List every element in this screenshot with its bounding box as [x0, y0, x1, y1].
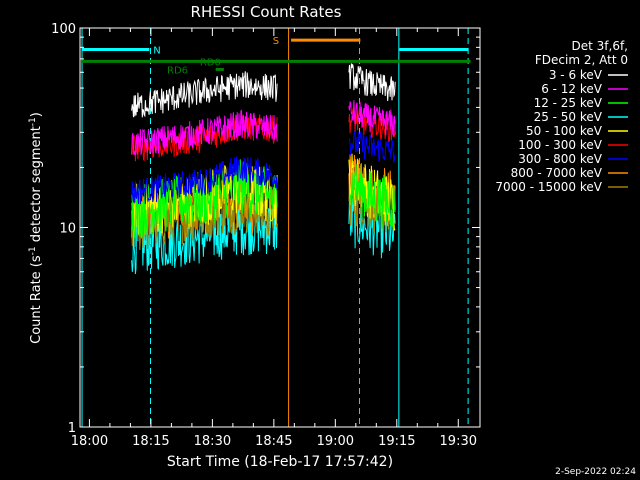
- date-stamp: 2-Sep-2022 02:24: [555, 467, 636, 477]
- series-line: [131, 156, 278, 205]
- flag-label: S: [273, 36, 279, 47]
- legend-header-line-1: Det 3f,6f,: [572, 39, 629, 53]
- series-line: [131, 159, 278, 240]
- legend-label: 12 - 25 keV: [534, 96, 603, 110]
- chart-title: RHESSI Count Rates: [191, 3, 342, 21]
- series-line: [348, 63, 396, 102]
- legend-label: 7000 - 15000 keV: [495, 180, 602, 194]
- y-axis: 1 10 100: [51, 22, 480, 436]
- y-tick-label: 100: [51, 22, 76, 37]
- legend-header-line-2: FDecim 2, Att 0: [535, 53, 628, 67]
- x-tick-label: 18:30: [194, 434, 231, 449]
- plot-area: N S RD0 RD6: [81, 28, 471, 427]
- flag-label: N: [153, 46, 160, 57]
- x-tick-label: 19:15: [378, 434, 415, 449]
- x-tick-label: 18:00: [71, 434, 108, 449]
- x-tick-label: 19:00: [317, 434, 354, 449]
- y-axis-label: Count Rate (s-1 detector segment-1): [28, 112, 44, 344]
- series-line: [348, 100, 396, 137]
- legend-label: 800 - 7000 keV: [511, 166, 603, 180]
- x-tick-label: 18:45: [255, 434, 292, 449]
- flag-label: RD0: [200, 57, 221, 68]
- legend-label: 3 - 6 keV: [549, 68, 603, 82]
- legend-label: 100 - 300 keV: [518, 138, 602, 152]
- x-tick-label: 19:30: [440, 434, 477, 449]
- series-line: [131, 71, 278, 118]
- flag-label: RD6: [167, 65, 188, 76]
- series-line: [348, 163, 396, 229]
- series-line: [131, 109, 278, 155]
- x-axis: 18:00 18:15 18:30 18:45 19:00 19:15 19:30: [71, 28, 477, 449]
- y-tick-label: 1: [68, 421, 76, 436]
- legend-label: 50 - 100 keV: [526, 124, 603, 138]
- x-tick-label: 18:15: [132, 434, 169, 449]
- y-tick-label: 10: [59, 222, 76, 237]
- series-line: [348, 129, 396, 163]
- x-axis-label: Start Time (18-Feb-17 17:57:42): [167, 454, 393, 470]
- legend-label: 6 - 12 keV: [541, 82, 603, 96]
- series-line: [131, 200, 278, 275]
- legend-label: 300 - 800 keV: [518, 152, 602, 166]
- legend-label: 25 - 50 keV: [534, 110, 603, 124]
